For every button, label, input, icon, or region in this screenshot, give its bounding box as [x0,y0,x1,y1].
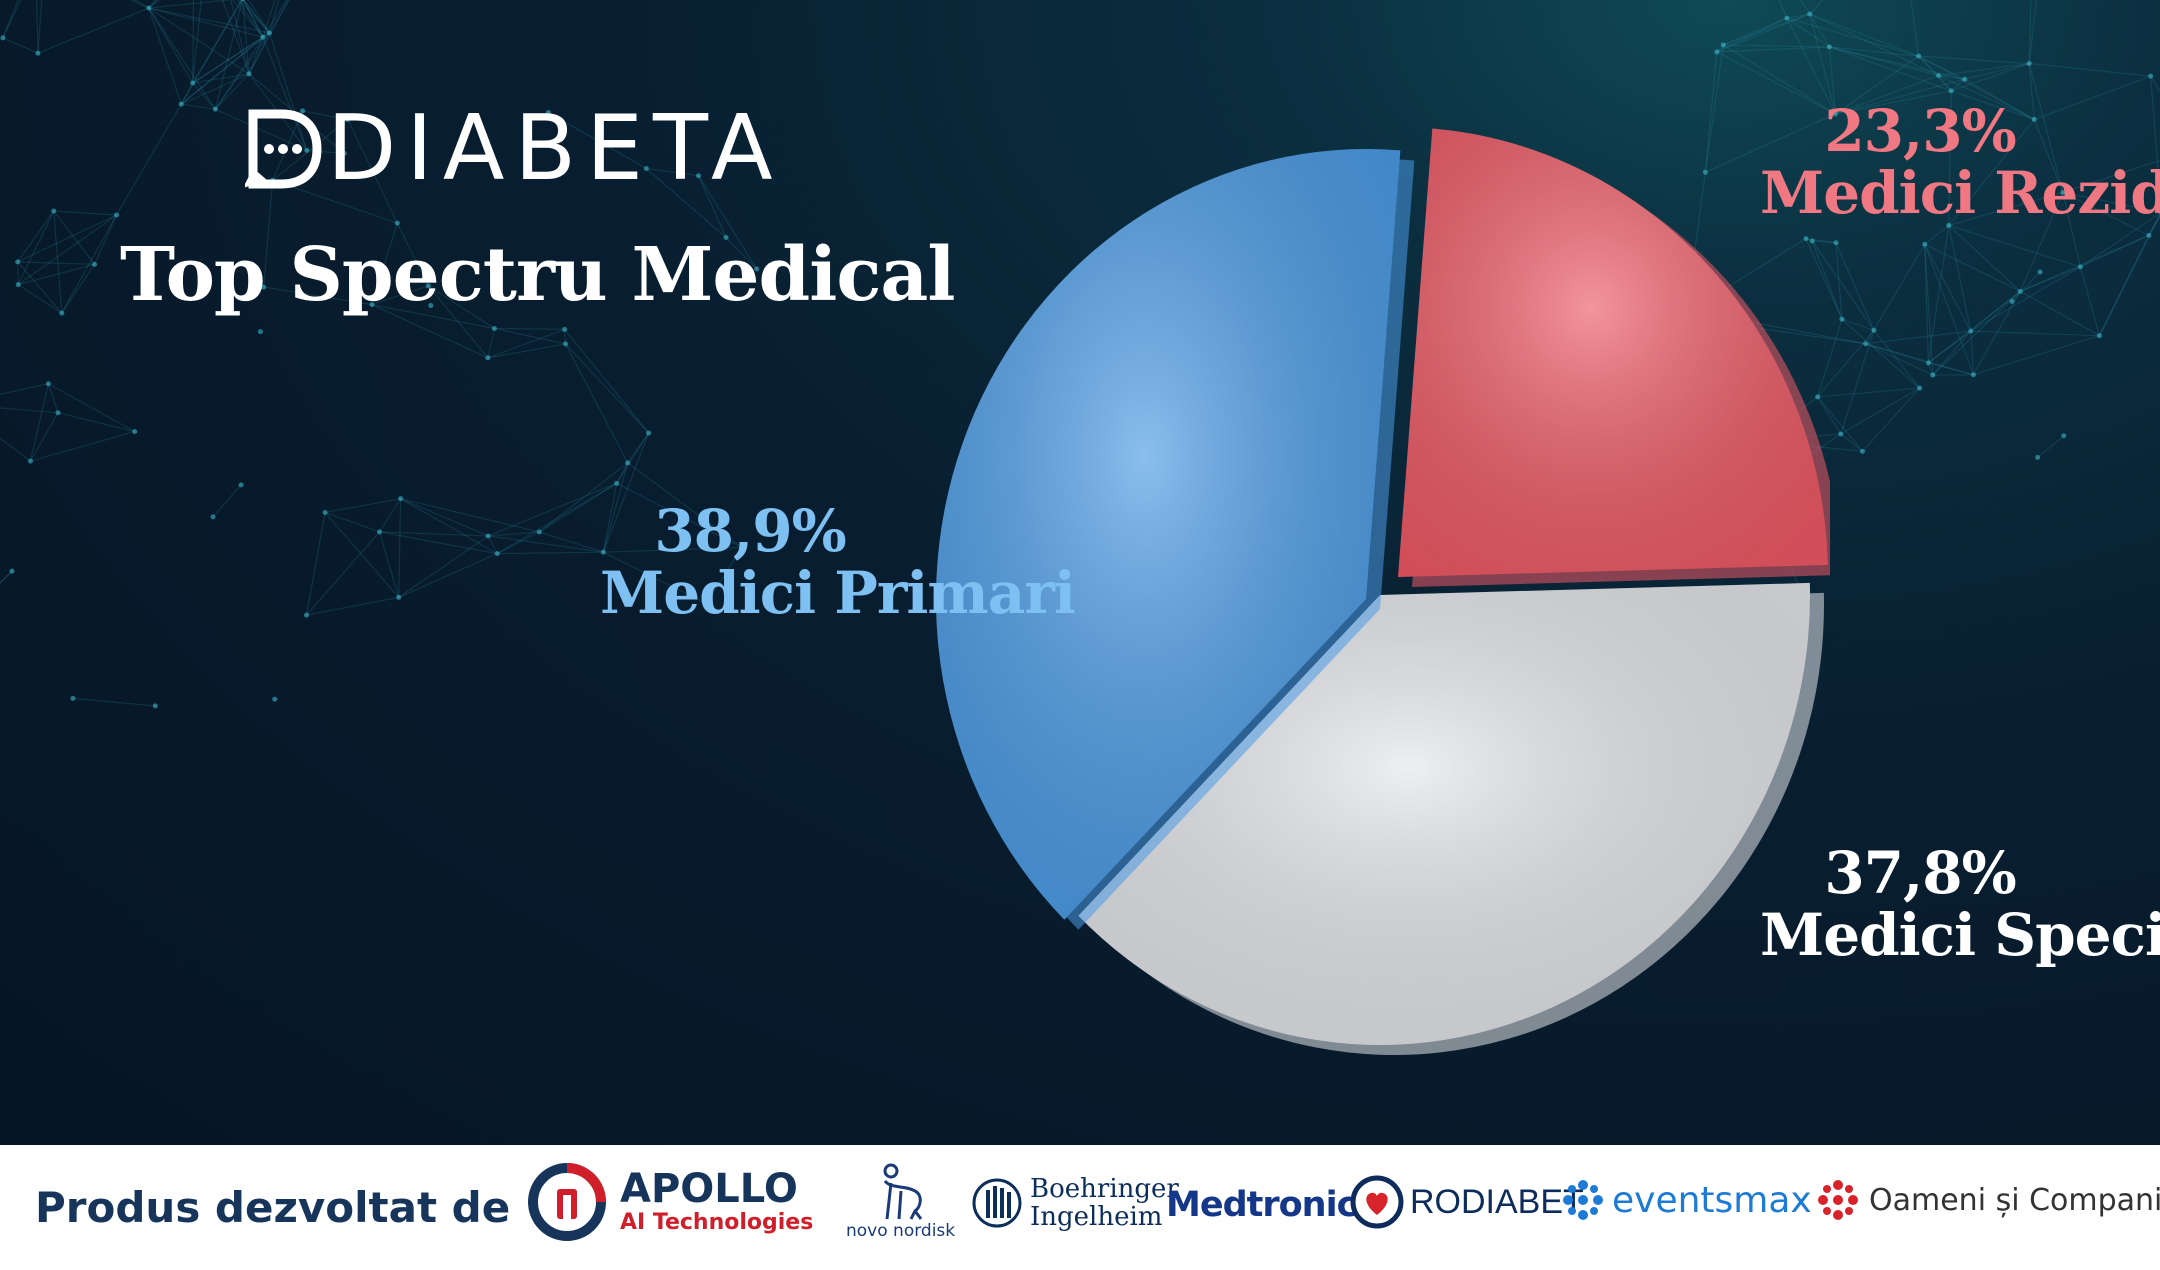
produced-by-text: Produs dezvoltat de [35,1183,511,1232]
rodiabet-text: RODIABET [1410,1182,1584,1221]
boehringer-line1: Boehringer [1030,1174,1179,1204]
boehringer-logo: Boehringer Ingelheim [972,1175,1179,1231]
bull-icon [883,1163,922,1220]
medtronic-logo: Medtronic [1166,1185,1357,1225]
boehringer-line2: Ingelheim [1030,1202,1163,1232]
slice-shading-0 [936,149,1401,920]
slice-shading-1 [1398,128,1828,577]
chart-title: Top Spectru Medical [120,232,955,318]
category-label: Medici Rezidenți [1760,159,2160,227]
apollo-subtitle: AI Technologies [620,1210,814,1235]
value-label: 23,3% [1824,97,2016,165]
heart-icon [1350,1175,1404,1229]
rodiabet-logo: RODIABET [1350,1175,1584,1229]
sponsor-footer: Produs dezvoltat de APOLLO AI Technologi… [0,1145,2160,1270]
red-dots-icon [1818,1180,1858,1220]
slice-shading-2 [1078,582,1810,1045]
infographic-background: DIABETA Top Spectru Medical 38,9% Medici… [0,0,2160,1145]
label-medici-specialisti: 37,8% Medici Specialiști [1760,839,2160,969]
apollo-icon [528,1163,606,1241]
category-label: Medici Specialiști [1760,901,2160,969]
eventsmax-text: eventsmax [1612,1179,1812,1221]
novo-nordisk-logo: novo nordisk [846,1161,955,1241]
label-medici-primari: 38,9% Medici Primari [600,497,1076,627]
pie-chart [936,128,1830,1055]
value-label: 38,9% [654,497,846,565]
value-label: 37,8% [1824,839,2016,907]
oameni-text: Oameni și Companii [1869,1182,2160,1218]
boehringer-icon [972,1178,1022,1228]
novo-nordisk-text: novo nordisk [846,1221,956,1241]
oameni-si-companii-logo: Oameni și Companii [1815,1177,2160,1223]
category-label: Medici Primari [600,559,1076,627]
label-medici-rezidenti: 23,3% Medici Rezidenți [1760,97,2160,227]
eventsmax-logo: eventsmax [1560,1177,1812,1223]
flower-dots-icon [1563,1180,1603,1220]
apollo-name: APOLLO [620,1166,798,1212]
logo-wordmark: DIABETA [327,96,783,201]
chat-bubble-icon [245,109,322,189]
apollo-logo: APOLLO AI Technologies [528,1163,813,1241]
diabeta-logo: DIABETA [245,96,783,201]
